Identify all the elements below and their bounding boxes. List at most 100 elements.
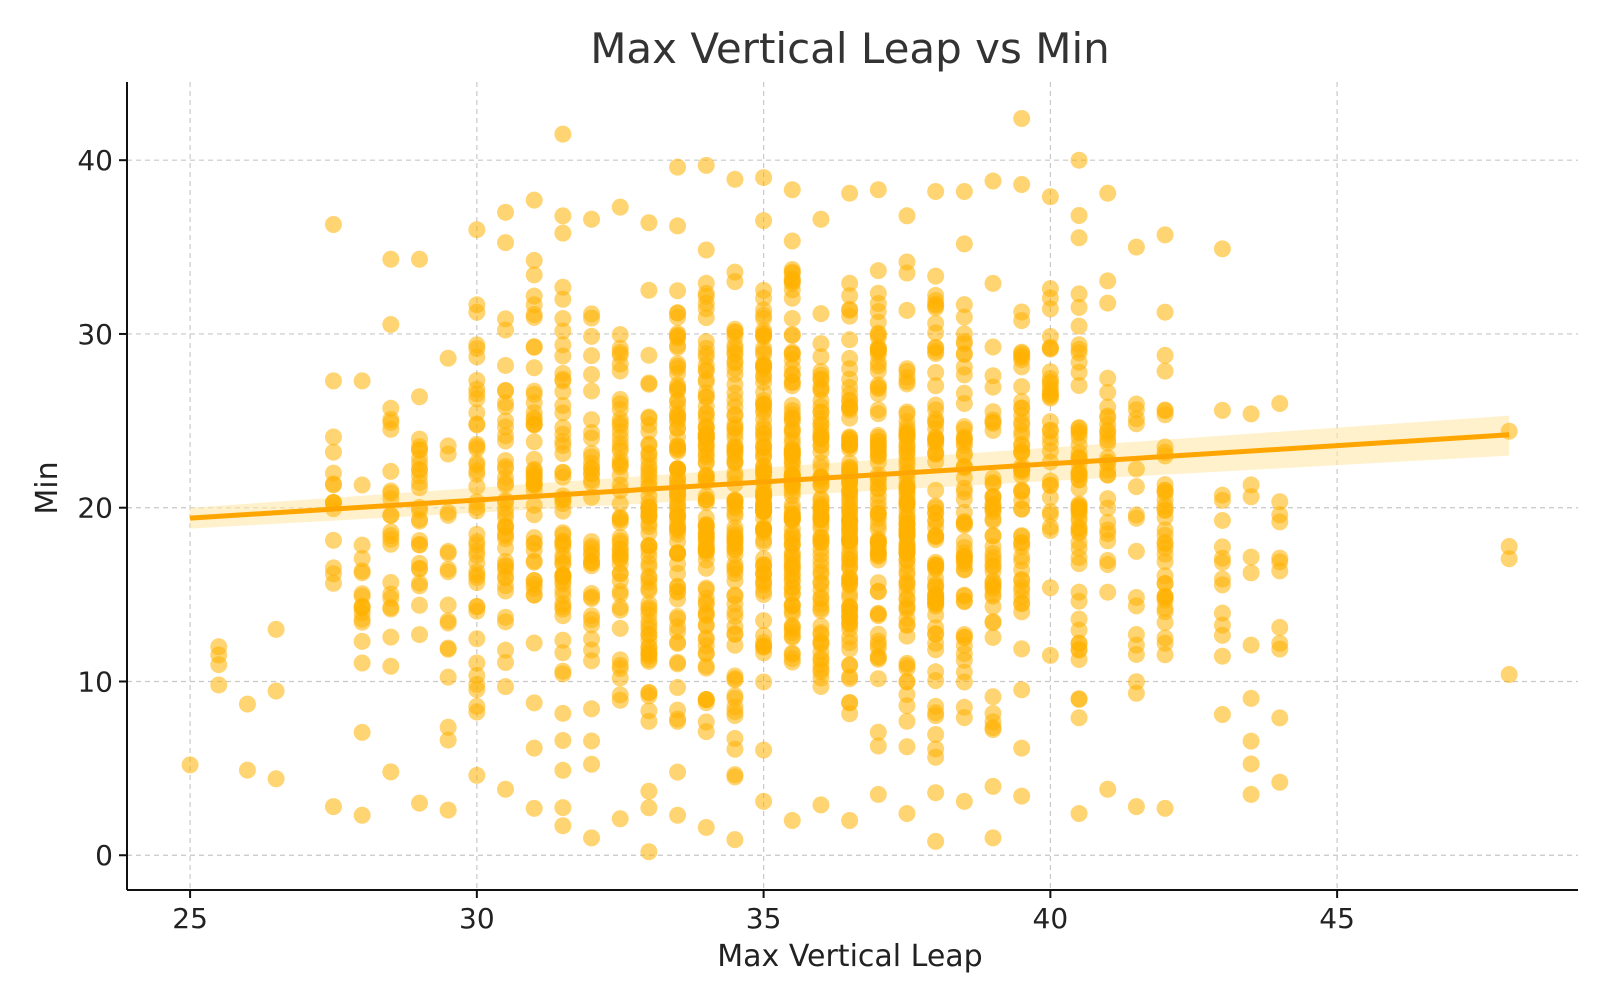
scatter-point [927, 314, 945, 332]
scatter-point [1013, 500, 1031, 518]
scatter-point [497, 678, 515, 696]
scatter-point [955, 593, 973, 611]
scatter-point [554, 445, 572, 463]
scatter-point [324, 215, 342, 233]
scatter-point [669, 158, 687, 176]
scatter-point [410, 794, 428, 812]
scatter-point [755, 482, 773, 500]
scatter-point [869, 262, 887, 280]
scatter-point [755, 443, 773, 461]
scatter-point [783, 496, 801, 514]
scatter-point [898, 697, 916, 715]
scatter-point [583, 829, 601, 847]
scatter-point [1013, 481, 1031, 499]
scatter-point [1099, 552, 1117, 570]
scatter-point [984, 628, 1002, 646]
scatter-point [1213, 604, 1231, 622]
scatter-point [611, 355, 629, 373]
scatter-point [468, 440, 486, 458]
scatter-point [640, 613, 658, 631]
scatter-point [640, 567, 658, 585]
scatter-point [869, 605, 887, 623]
scatter-point [898, 738, 916, 756]
scatter-point [1242, 476, 1260, 494]
scatter-point [927, 591, 945, 609]
scatter-point [439, 668, 457, 686]
scatter-point [583, 429, 601, 447]
scatter-point [783, 811, 801, 829]
scatter-point [927, 672, 945, 690]
scatter-point [984, 274, 1002, 292]
scatter-point [1099, 383, 1117, 401]
scatter-point [783, 373, 801, 391]
scatter-point [984, 557, 1002, 575]
scatter-point [583, 411, 601, 429]
scatter-point [984, 527, 1002, 545]
scatter-point [210, 646, 228, 664]
scatter-point [554, 546, 572, 564]
scatter-point [783, 264, 801, 282]
scatter-point [726, 443, 744, 461]
scatter-point [554, 662, 572, 680]
scatter-point [755, 169, 773, 187]
scatter-point [755, 612, 773, 630]
scatter-point [898, 712, 916, 730]
scatter-point [554, 464, 572, 482]
scatter-point [697, 818, 715, 836]
scatter-point [324, 443, 342, 461]
scatter-point [869, 723, 887, 741]
scatter-point [1242, 488, 1260, 506]
scatter-point [955, 645, 973, 663]
scatter-point [554, 731, 572, 749]
scatter-point [583, 607, 601, 625]
scatter-point [525, 586, 543, 604]
scatter-point [783, 402, 801, 420]
scatter-point [898, 427, 916, 445]
scatter-point [640, 702, 658, 720]
scatter-point [410, 596, 428, 614]
scatter-point [783, 343, 801, 361]
scatter-point [1013, 578, 1031, 596]
scatter-point [955, 663, 973, 681]
scatter-point [554, 125, 572, 143]
scatter-point [1070, 583, 1088, 601]
scatter-point [439, 506, 457, 524]
scatter-point [869, 487, 887, 505]
scatter-point [669, 507, 687, 525]
scatter-point [783, 511, 801, 529]
scatter-point [1041, 522, 1059, 540]
scatter-point [468, 415, 486, 433]
scatter-point [640, 416, 658, 434]
scatter-point [611, 495, 629, 513]
scatter-point [1271, 618, 1289, 636]
scatter-point [554, 532, 572, 550]
scatter-point [611, 326, 629, 344]
scatter-point [497, 310, 515, 328]
scatter-point [640, 281, 658, 299]
scatter-point [955, 420, 973, 438]
scatter-point [812, 429, 830, 447]
scatter-point [554, 600, 572, 618]
scatter-point [1070, 690, 1088, 708]
scatter-point [1041, 503, 1059, 521]
scatter-point [611, 810, 629, 828]
scatter-point [841, 274, 859, 292]
scatter-point [525, 191, 543, 209]
scatter-point [955, 235, 973, 253]
scatter-point [984, 587, 1002, 605]
scatter-point [1213, 549, 1231, 567]
scatter-point [611, 564, 629, 582]
scatter-point [812, 210, 830, 228]
scatter-point [755, 741, 773, 759]
scatter-point [1013, 640, 1031, 658]
scatter-point [439, 731, 457, 749]
trend-line-layer [189, 432, 1510, 521]
scatter-point [554, 322, 572, 340]
scatter-point [468, 546, 486, 564]
scatter-point [726, 625, 744, 643]
scatter-point [525, 496, 543, 514]
scatter-point [583, 537, 601, 555]
scatter-point [554, 432, 572, 450]
scatter-point [611, 528, 629, 546]
scatter-point [812, 661, 830, 679]
